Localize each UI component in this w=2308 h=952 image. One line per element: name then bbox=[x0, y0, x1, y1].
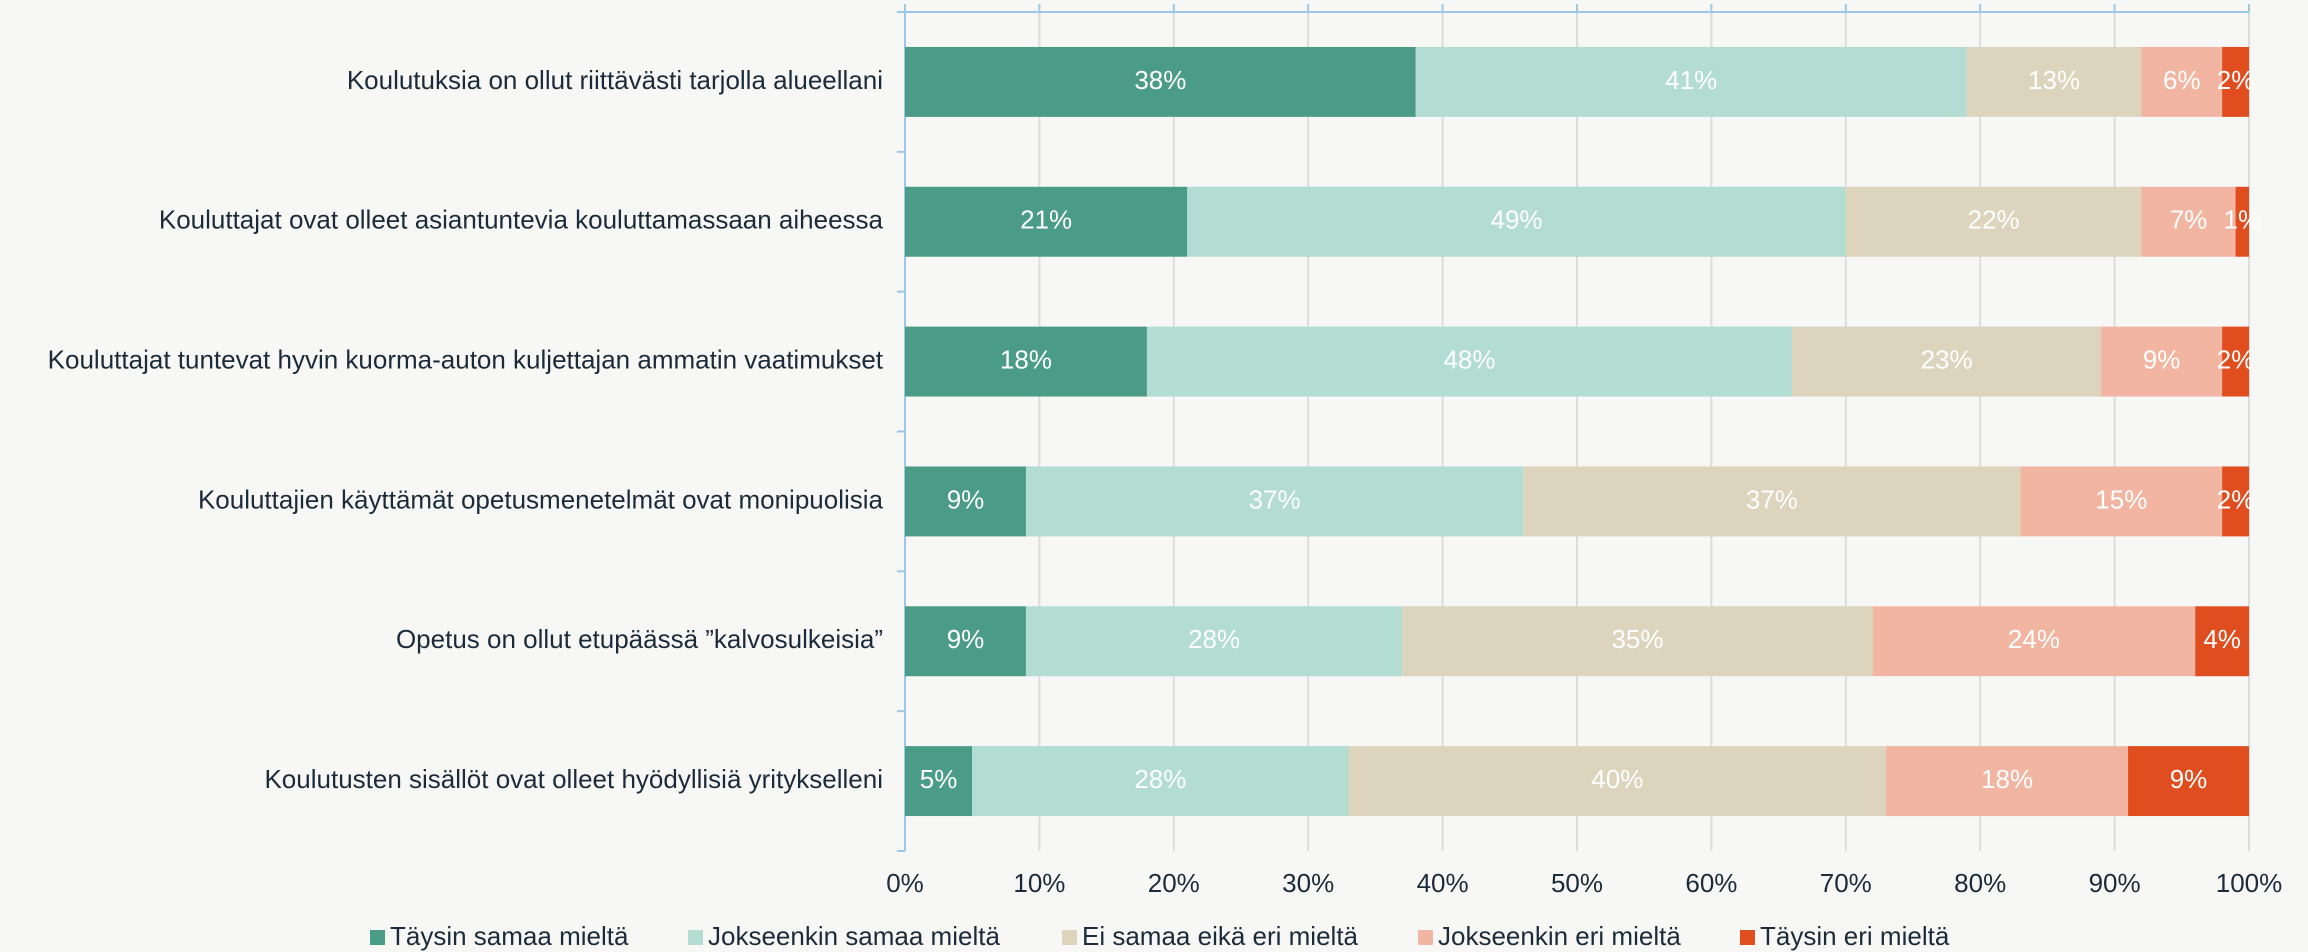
bar-segment bbox=[1792, 326, 2102, 397]
value-label: 37% bbox=[1746, 484, 1798, 514]
bar-segment bbox=[1025, 466, 1524, 537]
bar-segment bbox=[905, 606, 1026, 677]
legend-swatch bbox=[1062, 930, 1077, 945]
y-tick-label: Kouluttajien käyttämät opetusmenetelmät … bbox=[198, 484, 884, 514]
value-label: 23% bbox=[1921, 344, 1973, 374]
value-label: 40% bbox=[1591, 764, 1643, 794]
value-label: 9% bbox=[947, 624, 985, 654]
x-tick-label: 100% bbox=[2216, 868, 2283, 898]
bar-segment bbox=[905, 46, 1416, 117]
bar-segment bbox=[2195, 606, 2249, 677]
bar-segment bbox=[2101, 326, 2223, 397]
legend-swatch bbox=[1740, 930, 1755, 945]
value-label: 15% bbox=[2095, 484, 2147, 514]
y-tick-label: Koulutuksia on ollut riittävästi tarjoll… bbox=[347, 65, 883, 95]
value-label: 2% bbox=[2217, 484, 2255, 514]
value-label: 49% bbox=[1490, 205, 1542, 235]
value-label: 41% bbox=[1665, 65, 1717, 95]
value-label: 6% bbox=[2163, 65, 2201, 95]
value-label: 2% bbox=[2217, 344, 2255, 374]
value-label: 9% bbox=[947, 484, 985, 514]
bar-segment bbox=[905, 186, 1188, 257]
bar-segment bbox=[1187, 186, 1846, 257]
bar-segment bbox=[1025, 606, 1403, 677]
x-tick-label: 50% bbox=[1551, 868, 1603, 898]
bar-segment bbox=[1966, 46, 2142, 117]
value-label: 7% bbox=[2170, 205, 2208, 235]
x-tick-label: 60% bbox=[1685, 868, 1737, 898]
bar-segment bbox=[2222, 46, 2249, 117]
bar-segment bbox=[905, 466, 1026, 537]
bar-segment bbox=[1415, 46, 1967, 117]
bar-segment bbox=[2235, 186, 2249, 257]
bar-segment bbox=[2222, 466, 2249, 537]
x-tick-label: 90% bbox=[2089, 868, 2141, 898]
bar-segment bbox=[2141, 186, 2236, 257]
x-tick-label: 0% bbox=[886, 868, 924, 898]
bar-segment bbox=[1872, 606, 2196, 677]
value-label: 9% bbox=[2170, 764, 2208, 794]
bar-segment bbox=[2020, 466, 2223, 537]
x-tick-label: 80% bbox=[1954, 868, 2006, 898]
value-label: 5% bbox=[920, 764, 958, 794]
value-label: 21% bbox=[1020, 205, 1072, 235]
legend-label: Täysin eri mieltä bbox=[1760, 921, 1950, 951]
bar-segment bbox=[1845, 186, 2142, 257]
x-tick-label: 20% bbox=[1148, 868, 1200, 898]
legend-label: Ei samaa eikä eri mieltä bbox=[1082, 921, 1359, 951]
value-label: 18% bbox=[1000, 344, 1052, 374]
bar-segment bbox=[1523, 466, 2021, 537]
value-label: 4% bbox=[2203, 624, 2241, 654]
bar-segment bbox=[2141, 46, 2223, 117]
y-tick-label: Kouluttajat ovat olleet asiantuntevia ko… bbox=[159, 205, 884, 235]
bar-segment bbox=[2128, 746, 2249, 817]
value-label: 13% bbox=[2028, 65, 2080, 95]
value-label: 9% bbox=[2143, 344, 2181, 374]
bar-segment bbox=[1146, 326, 1793, 397]
bar-segment bbox=[1348, 746, 1887, 817]
x-tick-label: 40% bbox=[1417, 868, 1469, 898]
legend-swatch bbox=[688, 930, 703, 945]
value-label: 18% bbox=[1981, 764, 2033, 794]
bar-segment bbox=[1402, 606, 1873, 677]
bar-segment bbox=[905, 746, 973, 817]
value-label: 28% bbox=[1188, 624, 1240, 654]
x-tick-label: 30% bbox=[1282, 868, 1334, 898]
value-label: 37% bbox=[1249, 484, 1301, 514]
value-label: 24% bbox=[2008, 624, 2060, 654]
y-tick-label: Kouluttajat tuntevat hyvin kuorma-auton … bbox=[48, 344, 884, 374]
bar-segment bbox=[905, 326, 1147, 397]
legend-label: Jokseenkin samaa mieltä bbox=[708, 921, 1000, 951]
value-label: 28% bbox=[1134, 764, 1186, 794]
legend-swatch bbox=[370, 930, 385, 945]
value-label: 2% bbox=[2217, 65, 2255, 95]
legend-label: Jokseenkin eri mieltä bbox=[1438, 921, 1681, 951]
value-label: 1% bbox=[2223, 205, 2261, 235]
y-tick-label: Koulutusten sisällöt ovat olleet hyödyll… bbox=[264, 764, 883, 794]
x-tick-label: 70% bbox=[1820, 868, 1872, 898]
bar-segment bbox=[2222, 326, 2249, 397]
value-label: 35% bbox=[1611, 624, 1663, 654]
legend-label: Täysin samaa mieltä bbox=[390, 921, 629, 951]
legend-swatch bbox=[1418, 930, 1433, 945]
value-label: 38% bbox=[1134, 65, 1186, 95]
y-tick-label: Opetus on ollut etupäässä ”kalvosulkeisi… bbox=[396, 624, 883, 654]
value-label: 48% bbox=[1443, 344, 1495, 374]
value-label: 22% bbox=[1968, 205, 2020, 235]
bar-segment bbox=[972, 746, 1349, 817]
bar-segment bbox=[1886, 746, 2129, 817]
x-tick-label: 10% bbox=[1013, 868, 1065, 898]
